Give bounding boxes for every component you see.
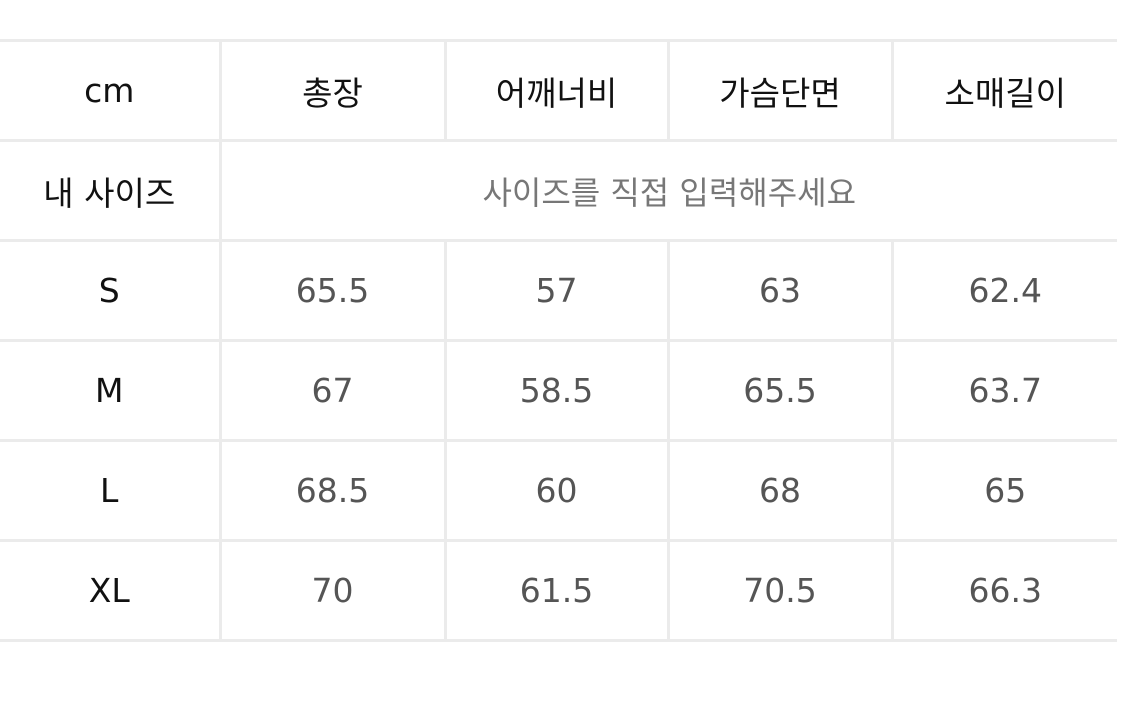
cell: 62.4: [890, 239, 1117, 342]
size-label: XL: [0, 539, 222, 642]
size-table: cm 총장 어깨너비 가슴단면 소매길이 내 사이즈 사이즈를 직접 입력해주세…: [0, 39, 1117, 642]
header-shoulder-width: 어깨너비: [443, 39, 670, 142]
table-row: L 68.5 60 68 65: [0, 439, 1117, 542]
my-size-input[interactable]: 사이즈를 직접 입력해주세요: [218, 139, 1117, 242]
cell: 63: [666, 239, 894, 342]
cell: 66.3: [890, 539, 1117, 642]
cell: 61.5: [443, 539, 670, 642]
cell: 68.5: [218, 439, 447, 542]
size-label: S: [0, 239, 222, 342]
cell: 70: [218, 539, 447, 642]
table-row: XL 70 61.5 70.5 66.3: [0, 539, 1117, 642]
my-size-row: 내 사이즈 사이즈를 직접 입력해주세요: [0, 139, 1117, 242]
header-total-length: 총장: [218, 39, 447, 142]
cell: 58.5: [443, 339, 670, 442]
cell: 65: [890, 439, 1117, 542]
cell: 68: [666, 439, 894, 542]
cell: 60: [443, 439, 670, 542]
table-row: M 67 58.5 65.5 63.7: [0, 339, 1117, 442]
cell: 57: [443, 239, 670, 342]
size-label: M: [0, 339, 222, 442]
cell: 65.5: [666, 339, 894, 442]
cell: 65.5: [218, 239, 447, 342]
header-row: cm 총장 어깨너비 가슴단면 소매길이: [0, 39, 1117, 142]
cell: 67: [218, 339, 447, 442]
header-unit: cm: [0, 39, 222, 142]
cell: 70.5: [666, 539, 894, 642]
my-size-label: 내 사이즈: [0, 139, 222, 242]
size-label: L: [0, 439, 222, 542]
table-row: S 65.5 57 63 62.4: [0, 239, 1117, 342]
cell: 63.7: [890, 339, 1117, 442]
header-chest-width: 가슴단면: [666, 39, 894, 142]
header-sleeve-length: 소매길이: [890, 39, 1117, 142]
